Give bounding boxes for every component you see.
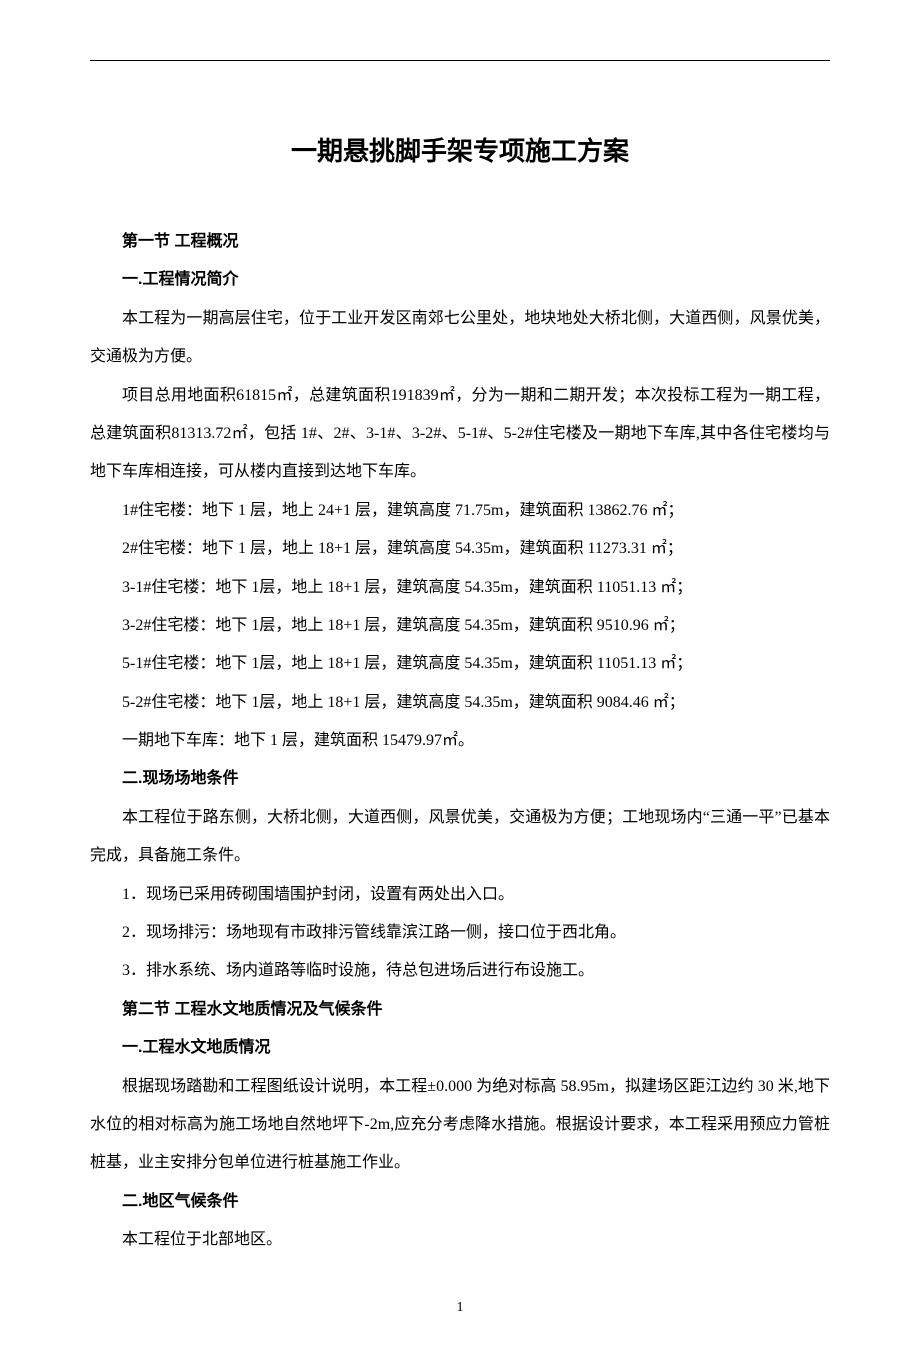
section-2-sub-2-heading: 二.地区气候条件 (90, 1183, 830, 1221)
building-spec: 1#住宅楼：地下 1 层，地上 24+1 层，建筑高度 71.75m，建筑面积 … (90, 492, 830, 530)
section-1-sub-1-heading: 一.工程情况简介 (90, 261, 830, 299)
horizontal-rule (90, 60, 830, 61)
section-1-heading: 第一节 工程概况 (90, 223, 830, 261)
section-1-sub-2-heading: 二.现场场地条件 (90, 760, 830, 798)
body-paragraph: 本工程为一期高层住宅，位于工业开发区南郊七公里处，地块地处大桥北侧，大道西侧，风… (90, 300, 830, 377)
section-2-heading: 第二节 工程水文地质情况及气候条件 (90, 991, 830, 1029)
document-title: 一期悬挑脚手架专项施工方案 (90, 131, 830, 168)
body-paragraph: 项目总用地面积61815㎡，总建筑面积191839㎡，分为一期和二期开发；本次投… (90, 377, 830, 492)
building-spec: 3-1#住宅楼：地下 1层，地上 18+1 层，建筑高度 54.35m，建筑面积… (90, 569, 830, 607)
building-spec: 5-2#住宅楼：地下 1层，地上 18+1 层，建筑高度 54.35m，建筑面积… (90, 684, 830, 722)
building-spec: 3-2#住宅楼：地下 1层，地上 18+1 层，建筑高度 54.35m，建筑面积… (90, 607, 830, 645)
list-item: 2．现场排污：场地现有市政排污管线靠滨江路一侧，接口位于西北角。 (90, 914, 830, 952)
building-spec: 2#住宅楼：地下 1 层，地上 18+1 层，建筑高度 54.35m，建筑面积 … (90, 530, 830, 568)
body-paragraph: 本工程位于北部地区。 (90, 1221, 830, 1259)
building-spec: 一期地下车库：地下 1 层，建筑面积 15479.97㎡。 (90, 722, 830, 760)
section-2-sub-1-heading: 一.工程水文地质情况 (90, 1029, 830, 1067)
list-item: 1．现场已采用砖砌围墙围护封闭，设置有两处出入口。 (90, 876, 830, 914)
list-item: 3．排水系统、场内道路等临时设施，待总包进场后进行布设施工。 (90, 952, 830, 990)
body-paragraph: 本工程位于路东侧，大桥北侧，大道西侧，风景优美，交通极为方便；工地现场内“三通一… (90, 799, 830, 876)
body-paragraph: 根据现场踏勘和工程图纸设计说明，本工程±0.000 为绝对标高 58.95m，拟… (90, 1068, 830, 1183)
building-spec: 5-1#住宅楼：地下 1层，地上 18+1 层，建筑高度 54.35m，建筑面积… (90, 645, 830, 683)
